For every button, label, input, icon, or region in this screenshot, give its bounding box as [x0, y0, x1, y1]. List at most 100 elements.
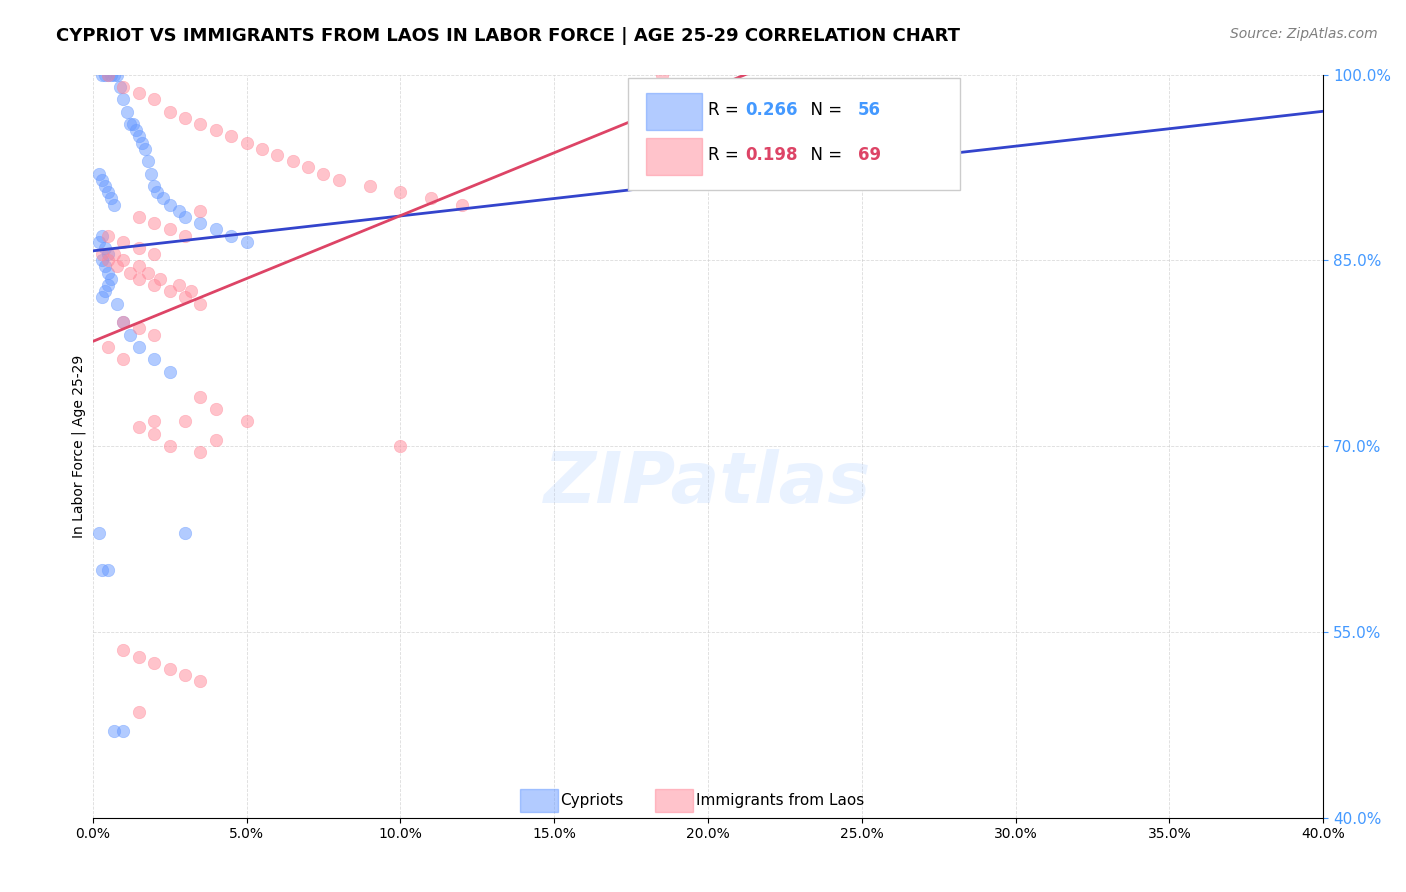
Point	[389, 439, 412, 453]
Point	[115, 104, 138, 119]
Point	[128, 86, 150, 100]
Point	[190, 117, 212, 131]
Text: R =: R =	[709, 101, 744, 120]
Point	[118, 117, 141, 131]
Point	[136, 266, 159, 280]
Point	[97, 253, 120, 268]
Point	[190, 203, 212, 218]
Point	[235, 414, 257, 428]
Point	[94, 285, 117, 299]
Point	[128, 241, 150, 255]
Point	[112, 352, 135, 367]
Point	[87, 525, 110, 540]
Point	[159, 365, 181, 379]
Text: 0.266: 0.266	[745, 101, 797, 120]
Point	[103, 68, 125, 82]
Point	[312, 167, 335, 181]
FancyBboxPatch shape	[647, 93, 702, 130]
Point	[87, 167, 110, 181]
Point	[97, 340, 120, 354]
Point	[112, 253, 135, 268]
Point	[450, 197, 472, 211]
Point	[143, 327, 166, 342]
Point	[143, 656, 166, 670]
Point	[128, 272, 150, 286]
Point	[97, 68, 120, 82]
Point	[103, 197, 125, 211]
Point	[112, 235, 135, 249]
Point	[146, 185, 169, 199]
Point	[149, 272, 172, 286]
Point	[136, 154, 159, 169]
Point	[328, 173, 350, 187]
Point	[90, 247, 112, 261]
Point	[105, 260, 128, 274]
Point	[159, 662, 181, 676]
Point	[97, 278, 120, 293]
Point	[112, 723, 135, 738]
Point	[174, 525, 197, 540]
Text: ZIPatlas: ZIPatlas	[544, 449, 872, 517]
Text: Source: ZipAtlas.com: Source: ZipAtlas.com	[1230, 27, 1378, 41]
Text: CYPRIOT VS IMMIGRANTS FROM LAOS IN LABOR FORCE | AGE 25-29 CORRELATION CHART: CYPRIOT VS IMMIGRANTS FROM LAOS IN LABOR…	[56, 27, 960, 45]
Point	[121, 117, 143, 131]
Point	[128, 260, 150, 274]
Point	[97, 247, 120, 261]
Point	[97, 266, 120, 280]
Point	[97, 228, 120, 243]
Point	[103, 247, 125, 261]
Point	[190, 390, 212, 404]
Point	[159, 197, 181, 211]
Point	[174, 111, 197, 125]
Point	[128, 649, 150, 664]
Text: R =: R =	[709, 145, 744, 164]
Point	[94, 260, 117, 274]
Text: N =: N =	[800, 145, 848, 164]
Point	[281, 154, 304, 169]
Point	[97, 68, 120, 82]
Point	[143, 92, 166, 106]
FancyBboxPatch shape	[520, 789, 558, 813]
Point	[97, 185, 120, 199]
Point	[143, 414, 166, 428]
Point	[159, 285, 181, 299]
Point	[204, 123, 226, 137]
Point	[167, 278, 190, 293]
Point	[112, 315, 135, 329]
Point	[266, 148, 288, 162]
Point	[90, 68, 112, 82]
Point	[105, 68, 128, 82]
Point	[100, 68, 122, 82]
Point	[152, 191, 174, 205]
Point	[110, 79, 132, 94]
Text: 69: 69	[858, 145, 882, 164]
Point	[190, 445, 212, 459]
Point	[190, 674, 212, 689]
Point	[174, 210, 197, 224]
Text: 0.198: 0.198	[745, 145, 797, 164]
Point	[297, 161, 319, 175]
Point	[128, 706, 150, 720]
Point	[134, 142, 156, 156]
Point	[235, 136, 257, 150]
Point	[90, 228, 112, 243]
Point	[118, 266, 141, 280]
Point	[97, 563, 120, 577]
Point	[359, 178, 381, 193]
Point	[112, 315, 135, 329]
Y-axis label: In Labor Force | Age 25-29: In Labor Force | Age 25-29	[72, 354, 86, 538]
Point	[118, 327, 141, 342]
Point	[389, 185, 412, 199]
Text: 56: 56	[858, 101, 882, 120]
FancyBboxPatch shape	[655, 789, 693, 813]
Text: N =: N =	[800, 101, 848, 120]
Text: Cypriots: Cypriots	[561, 793, 624, 808]
Point	[143, 278, 166, 293]
Point	[174, 228, 197, 243]
Point	[90, 253, 112, 268]
Point	[90, 290, 112, 304]
Point	[128, 340, 150, 354]
Point	[159, 222, 181, 236]
Point	[143, 247, 166, 261]
Point	[131, 136, 153, 150]
